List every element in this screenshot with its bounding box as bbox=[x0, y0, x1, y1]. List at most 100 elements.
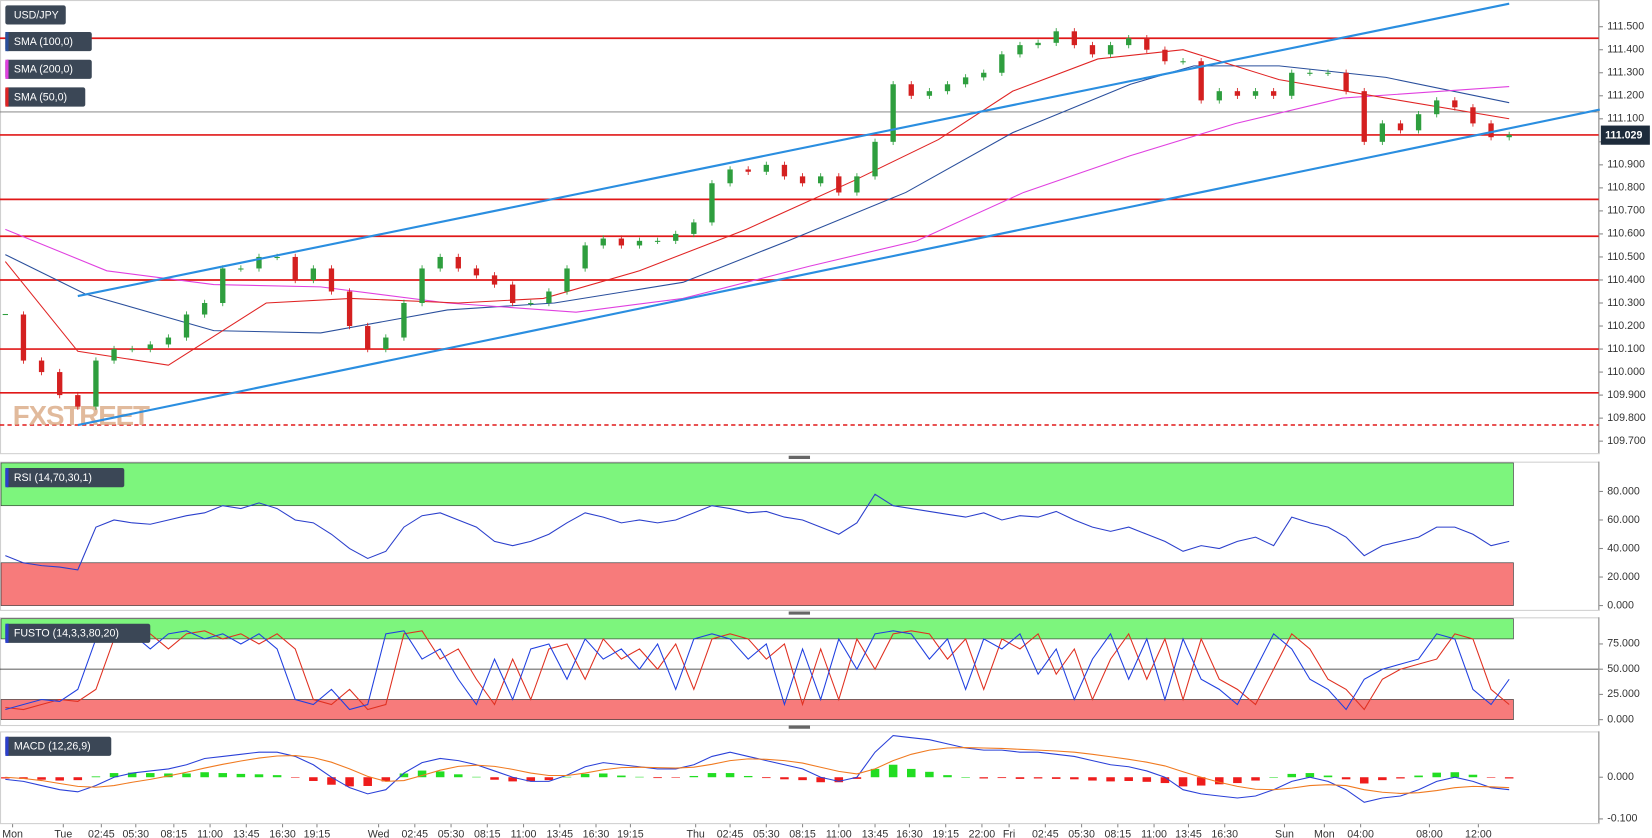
label-text: FUSTO (14,3,3,80,20) bbox=[14, 628, 119, 640]
candle bbox=[1307, 72, 1313, 74]
label-swatch bbox=[5, 59, 9, 79]
x-tick-label: 11:00 bbox=[1141, 829, 1167, 838]
histogram-bar bbox=[1468, 774, 1478, 778]
x-tick-label: 16:30 bbox=[583, 829, 610, 838]
candle bbox=[528, 302, 534, 305]
candle bbox=[582, 245, 588, 269]
histogram-bar bbox=[526, 777, 536, 782]
label-text: SMA (200,0) bbox=[14, 64, 73, 76]
candle bbox=[926, 91, 933, 96]
candle bbox=[709, 183, 715, 223]
candle bbox=[220, 268, 226, 303]
histogram-bar bbox=[1323, 775, 1333, 778]
label-swatch bbox=[5, 623, 9, 643]
candle bbox=[57, 372, 63, 396]
y-tick-label: 111.200 bbox=[1607, 90, 1644, 102]
histogram-bar bbox=[798, 777, 807, 781]
candle bbox=[401, 302, 407, 338]
candle bbox=[600, 238, 606, 246]
histogram-bar bbox=[1178, 777, 1188, 787]
histogram-bar bbox=[707, 773, 717, 778]
histogram-bar bbox=[435, 771, 445, 778]
candle bbox=[999, 54, 1005, 73]
candle bbox=[292, 256, 298, 280]
histogram-bar bbox=[1, 777, 10, 779]
x-tick-label: 08:15 bbox=[789, 829, 816, 838]
candle bbox=[491, 275, 498, 285]
histogram-bar bbox=[1341, 777, 1351, 780]
candle bbox=[781, 164, 788, 177]
histogram-bar bbox=[218, 773, 228, 778]
histogram-bar bbox=[635, 776, 644, 778]
candle bbox=[981, 72, 987, 78]
histogram-bar bbox=[943, 775, 952, 778]
sma-line bbox=[5, 65, 1510, 334]
histogram-bar bbox=[1215, 777, 1224, 785]
candle bbox=[328, 268, 335, 292]
histogram-bar bbox=[653, 777, 662, 779]
y-tick-label: 109.700 bbox=[1607, 435, 1646, 447]
trendline bbox=[77, 2, 1510, 298]
y-tick-label: -0.100 bbox=[1607, 813, 1637, 825]
y-tick-label: 110.000 bbox=[1607, 366, 1645, 378]
histogram-bar bbox=[1414, 775, 1423, 778]
histogram-bar bbox=[544, 777, 554, 781]
histogram-bar bbox=[417, 770, 427, 778]
watermark: FXSTREET bbox=[13, 400, 150, 431]
candle bbox=[1144, 38, 1150, 50]
histogram-bar bbox=[272, 775, 282, 778]
x-tick-label: 08:15 bbox=[474, 829, 501, 838]
y-tick-label: 111.500 bbox=[1607, 21, 1644, 33]
candle bbox=[654, 240, 661, 242]
histogram-bar bbox=[1088, 777, 1097, 781]
histogram-bar bbox=[617, 775, 626, 778]
candle bbox=[38, 360, 45, 373]
x-tick-label: 19:15 bbox=[304, 829, 331, 838]
candle bbox=[20, 314, 27, 361]
candle bbox=[564, 268, 570, 292]
y-tick-label: 110.300 bbox=[1607, 297, 1645, 309]
histogram-bar bbox=[236, 773, 246, 778]
y-tick-label: 75.000 bbox=[1607, 638, 1640, 650]
histogram-bar bbox=[472, 776, 481, 778]
candle bbox=[365, 326, 371, 350]
x-tick-label: 16:30 bbox=[1211, 829, 1238, 838]
histogram-bar bbox=[1450, 772, 1460, 778]
candle bbox=[111, 349, 117, 361]
candle bbox=[346, 291, 353, 327]
y-tick-label: 110.500 bbox=[1607, 251, 1645, 263]
candle bbox=[256, 256, 262, 269]
macd-line bbox=[5, 747, 1510, 794]
histogram-bar bbox=[1051, 777, 1061, 779]
x-tick-label: 02:45 bbox=[401, 829, 428, 838]
candle bbox=[1397, 123, 1404, 131]
last-price-label: 111.029 bbox=[1605, 129, 1642, 141]
candle bbox=[636, 240, 643, 246]
x-tick-label: Mon bbox=[1314, 829, 1335, 838]
histogram-bar bbox=[743, 775, 753, 778]
candle bbox=[147, 344, 153, 350]
x-tick-label: 11:00 bbox=[197, 829, 223, 838]
candle bbox=[455, 256, 461, 269]
label-text: RSI (14,70,30,1) bbox=[14, 472, 92, 484]
histogram-bar bbox=[834, 777, 844, 783]
x-tick-label: 08:00 bbox=[1416, 829, 1443, 838]
candle bbox=[238, 268, 244, 270]
candle bbox=[1343, 72, 1349, 92]
histogram-bar bbox=[399, 773, 409, 778]
candle bbox=[854, 176, 860, 193]
histogram-bar bbox=[508, 777, 517, 782]
x-tick-label: Thu bbox=[686, 829, 704, 838]
candle bbox=[1470, 107, 1476, 124]
y-tick-label: 111.300 bbox=[1607, 67, 1644, 79]
x-tick-label: 13:45 bbox=[233, 829, 260, 838]
macd-line bbox=[5, 734, 1510, 803]
histogram-bar bbox=[888, 764, 898, 778]
candle bbox=[201, 302, 208, 315]
histogram-bar bbox=[454, 774, 463, 778]
candle bbox=[183, 314, 190, 338]
histogram-bar bbox=[997, 777, 1007, 779]
candle bbox=[1089, 45, 1096, 55]
